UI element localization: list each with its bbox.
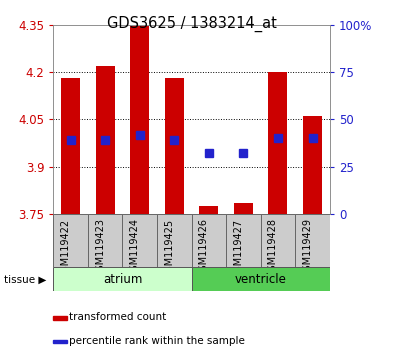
Text: GSM119425: GSM119425 (164, 218, 174, 278)
Text: GSM119426: GSM119426 (199, 218, 209, 278)
Text: GDS3625 / 1383214_at: GDS3625 / 1383214_at (107, 16, 276, 32)
Text: tissue ▶: tissue ▶ (4, 274, 46, 284)
Text: GSM119427: GSM119427 (233, 218, 243, 278)
Bar (122, 214, 157, 267)
Bar (130, 26, 149, 214)
Bar (303, 116, 322, 214)
Bar (261, 214, 295, 267)
Bar (192, 267, 330, 291)
Text: GSM119424: GSM119424 (130, 218, 140, 278)
Text: ventricle: ventricle (235, 273, 287, 286)
Bar (157, 214, 192, 267)
Text: GSM119428: GSM119428 (268, 218, 278, 278)
Bar (53, 340, 67, 343)
Bar (96, 66, 115, 214)
Text: percentile rank within the sample: percentile rank within the sample (69, 336, 245, 346)
Bar (61, 79, 80, 214)
Bar (165, 79, 184, 214)
Bar (234, 203, 253, 214)
Text: GSM119429: GSM119429 (303, 218, 312, 278)
Bar (192, 214, 226, 267)
Text: atrium: atrium (103, 273, 142, 286)
Bar (88, 214, 122, 267)
Bar (226, 214, 261, 267)
Bar (53, 316, 67, 320)
Bar (269, 72, 288, 214)
Bar (295, 214, 330, 267)
Text: GSM119423: GSM119423 (95, 218, 105, 278)
Bar (199, 206, 218, 214)
Text: transformed count: transformed count (69, 313, 166, 322)
Bar (53, 267, 192, 291)
Text: GSM119422: GSM119422 (60, 218, 71, 278)
Bar (53, 214, 88, 267)
